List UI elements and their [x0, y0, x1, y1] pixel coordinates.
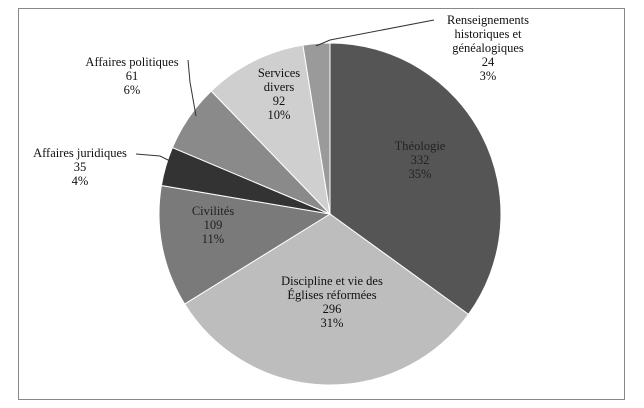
pie-slice	[158, 184, 332, 305]
label-value: 24	[481, 55, 495, 69]
pie-slice	[183, 213, 470, 386]
label-percent: 35%	[408, 167, 432, 181]
label-name: Théologie	[394, 139, 446, 153]
label-name: Discipline et vie des Églises réformées	[281, 274, 383, 302]
slice-label: Discipline et vie des Églises réformées 2…	[262, 274, 402, 330]
label-percent: 4%	[71, 174, 89, 188]
label-value: 296	[322, 302, 342, 316]
slice-label: Renseignements historiques et généalogiq…	[433, 13, 543, 83]
slice-label: Théologie 332 35%	[375, 139, 465, 181]
slice-label: Affaires juridiques 35 4%	[20, 146, 140, 188]
label-name: Civilités	[191, 204, 235, 218]
label-value: 92	[272, 94, 286, 108]
label-percent: 6%	[123, 83, 141, 97]
pie-slice	[302, 42, 331, 215]
slice-label: Affaires politiques 61 6%	[72, 55, 192, 97]
label-name: Affaires politiques	[85, 55, 179, 69]
leader-line	[135, 153, 173, 163]
slice-label: Services divers 92 10%	[244, 66, 314, 122]
label-percent: 3%	[479, 69, 497, 83]
leader-line	[315, 19, 435, 47]
label-value: 35	[73, 160, 87, 174]
frame	[18, 8, 625, 400]
pie-slice	[329, 42, 502, 316]
pie-slice	[210, 44, 331, 216]
slice-label: Civilités 109 11%	[178, 204, 248, 246]
label-name: Affaires juridiques	[33, 146, 127, 160]
label-percent: 11%	[201, 232, 225, 246]
label-percent: 31%	[320, 316, 344, 330]
label-value: 61	[125, 69, 139, 83]
label-value: 109	[203, 218, 223, 232]
label-name: Renseignements historiques et généalogiq…	[447, 13, 529, 55]
leader-line	[187, 59, 197, 117]
label-value: 332	[410, 153, 430, 167]
label-percent: 10%	[267, 108, 291, 122]
label-name: Services divers	[257, 66, 301, 94]
